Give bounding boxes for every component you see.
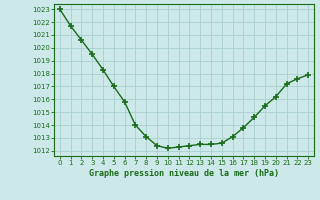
X-axis label: Graphe pression niveau de la mer (hPa): Graphe pression niveau de la mer (hPa) — [89, 169, 279, 178]
